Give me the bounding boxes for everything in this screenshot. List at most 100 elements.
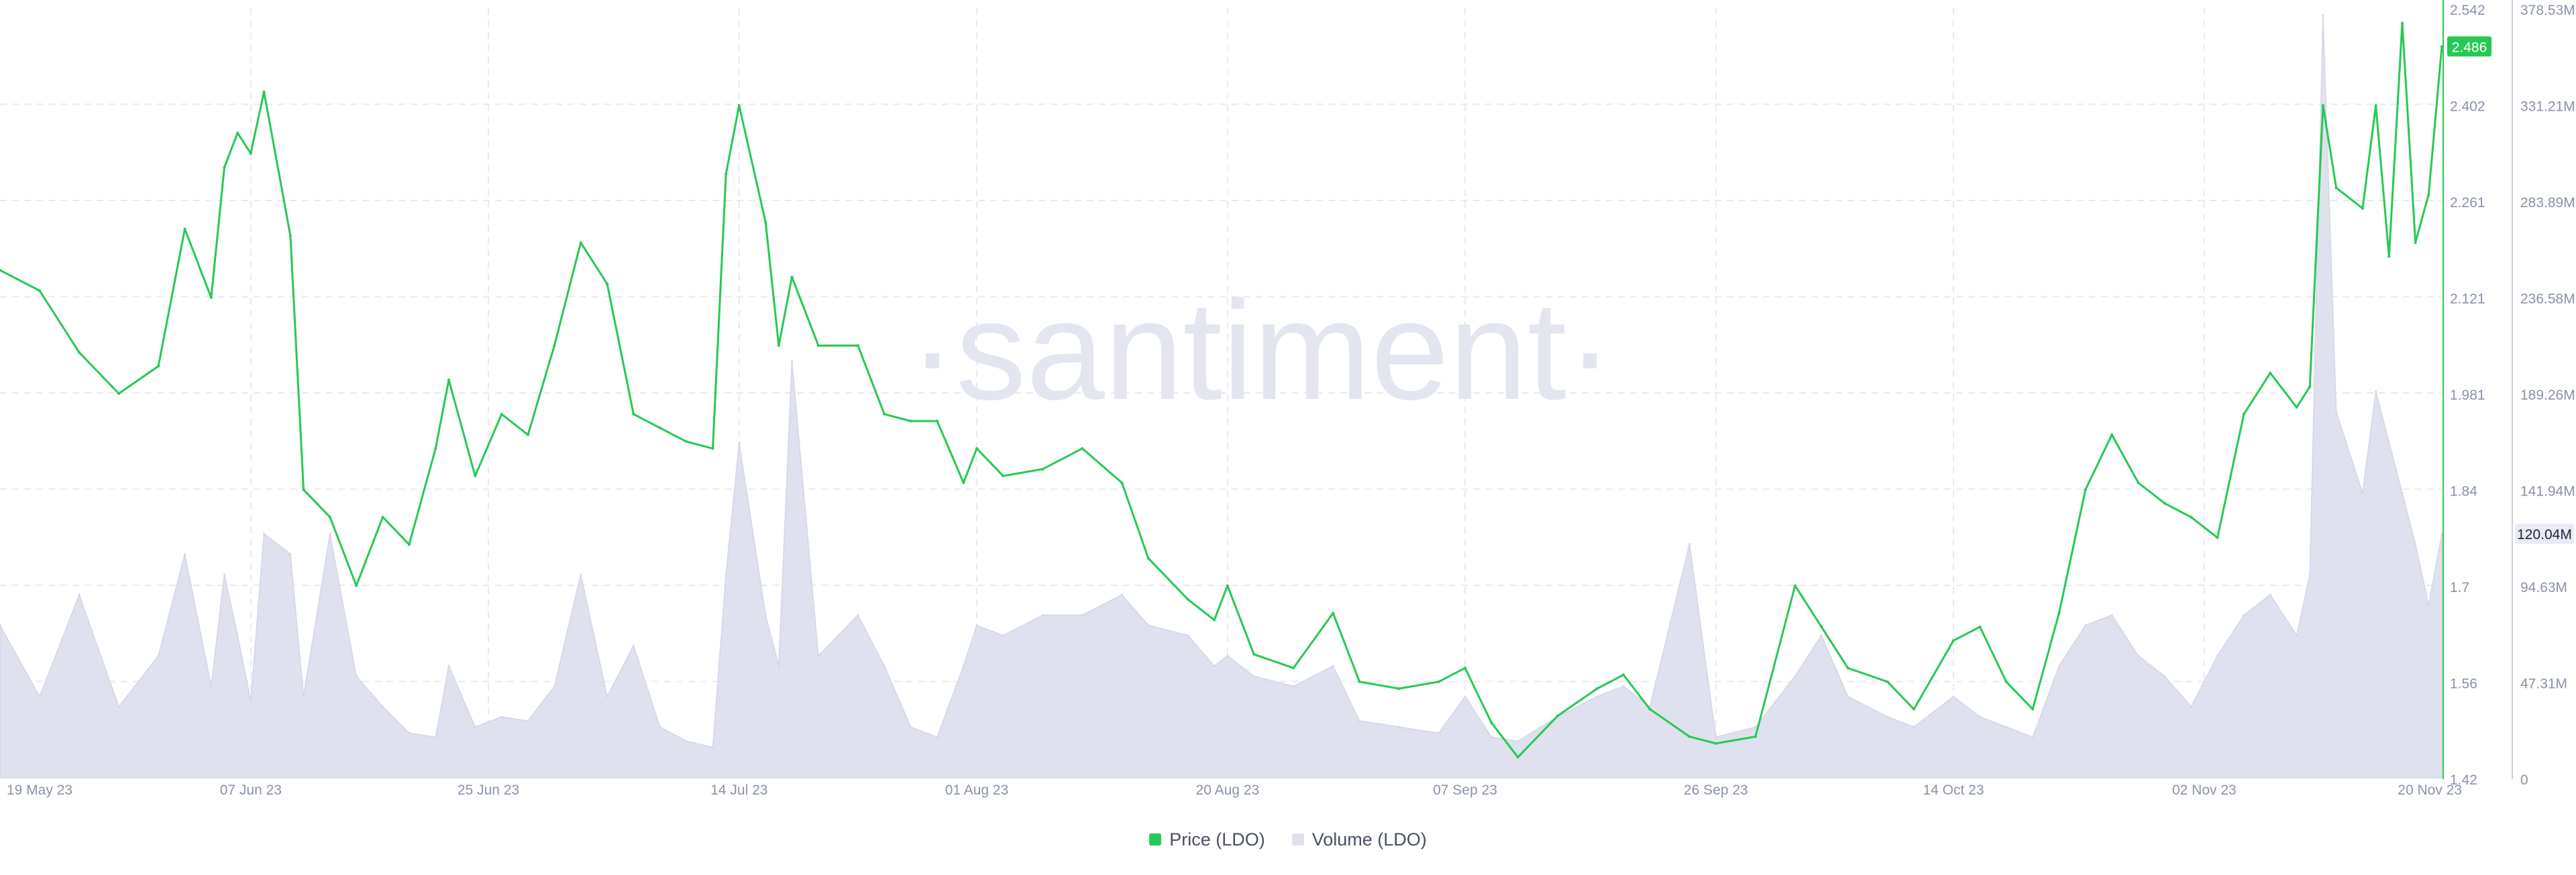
volume-point — [1292, 685, 1295, 688]
price-point — [2361, 207, 2364, 210]
volume-point — [1002, 634, 1004, 637]
price-point — [1556, 714, 1559, 717]
volume-tick-label: 189.26M — [2520, 388, 2575, 403]
volume-point — [2401, 491, 2404, 494]
volume-point — [355, 675, 358, 677]
santiment-watermark: ·santiment· — [909, 272, 1613, 429]
price-point — [1252, 652, 1256, 656]
legend-item-price[interactable]: Price (LDO) — [1149, 829, 1265, 850]
volume-point — [1952, 695, 1955, 698]
volume-point — [2308, 573, 2311, 576]
volume-point — [1358, 719, 1361, 722]
price-point — [500, 412, 503, 416]
volume-tick-label: 47.31M — [2520, 677, 2567, 692]
volume-point — [1081, 614, 1083, 616]
x-tick-label: 14 Oct 23 — [1923, 782, 1984, 798]
price-point — [2269, 371, 2272, 375]
volume-point — [183, 552, 186, 555]
volume-point — [408, 732, 411, 734]
volume-point — [250, 699, 252, 702]
volume-point — [303, 695, 305, 698]
volume-point — [632, 644, 635, 647]
volume-point — [236, 634, 239, 637]
volume-point — [2269, 593, 2271, 596]
chart-legend: Price (LDO) Volume (LDO) — [0, 826, 2576, 853]
volume-point — [1464, 695, 1466, 698]
volume-point — [1978, 715, 1981, 718]
price-tick-label: 2.402 — [2450, 99, 2485, 115]
price-point — [606, 282, 609, 286]
price-point — [1688, 735, 1691, 738]
volume-point — [382, 705, 384, 708]
price-point — [658, 426, 661, 430]
price-point — [2387, 255, 2391, 258]
volume-point — [0, 624, 1, 627]
volume-point — [711, 746, 714, 749]
price-point — [685, 440, 688, 443]
price-point — [2163, 502, 2166, 505]
volume-point — [2427, 603, 2430, 606]
price-tick-label: 1.56 — [2450, 677, 2477, 692]
volume-point — [580, 573, 582, 576]
price-point — [1622, 673, 1625, 677]
volume-point — [2375, 390, 2377, 393]
price-point — [1146, 557, 1150, 560]
price-point — [1714, 742, 1717, 745]
x-tick-label: 07 Sep 23 — [1433, 782, 1497, 798]
volume-point — [289, 552, 292, 555]
volume-point — [329, 532, 331, 535]
price-point — [209, 296, 213, 299]
price-point — [1793, 584, 1796, 587]
volume-point — [263, 532, 266, 535]
price-point — [527, 433, 530, 436]
volume-point — [1187, 634, 1189, 637]
price-point — [157, 365, 160, 368]
price-point — [1397, 687, 1401, 690]
volume-point — [434, 736, 437, 738]
volume-point — [553, 685, 555, 688]
x-tick-label: 20 Nov 23 — [2398, 782, 2462, 798]
volume-point — [2335, 410, 2338, 413]
price-point — [288, 234, 292, 237]
volume-current-badge — [2515, 524, 2574, 544]
price-point — [2137, 481, 2140, 485]
price-point — [249, 152, 252, 155]
price-point — [975, 447, 978, 450]
price-point — [1120, 481, 1124, 485]
x-tick-label: 02 Nov 23 — [2172, 782, 2237, 798]
price-point — [935, 419, 938, 422]
volume-tick-label: 141.94M — [2520, 484, 2575, 500]
volume-point — [1886, 715, 1889, 718]
price-point — [355, 584, 358, 587]
price-point — [2110, 433, 2114, 436]
volume-point — [2216, 654, 2219, 657]
price-point — [1886, 680, 1889, 683]
price-point — [777, 344, 780, 347]
price-point — [790, 276, 794, 279]
price-tick-label: 1.7 — [2450, 580, 2469, 595]
price-point — [183, 227, 186, 231]
price-point — [1213, 618, 1216, 622]
price-point — [2004, 680, 2008, 683]
legend-item-volume[interactable]: Volume (LDO) — [1291, 829, 1427, 850]
price-point — [1912, 707, 1915, 711]
volume-point — [1847, 695, 1849, 698]
volume-point — [1715, 736, 1717, 738]
price-point — [2308, 385, 2312, 388]
volume-point — [724, 573, 727, 576]
volume-swatch-icon — [1291, 833, 1304, 845]
price-point — [1952, 639, 1955, 642]
volume-point — [1041, 614, 1044, 616]
volume-point — [1147, 624, 1150, 627]
volume-point — [1517, 740, 1519, 742]
volume-point — [447, 664, 450, 667]
volume-point — [777, 664, 780, 667]
legend-volume-label: Volume (LDO) — [1311, 829, 1427, 850]
x-tick-label: 19 May 23 — [7, 782, 72, 798]
price-point — [1820, 625, 1823, 628]
volume-point — [2296, 634, 2298, 637]
price-point — [2031, 707, 2035, 711]
volume-point — [1622, 685, 1625, 688]
price-tick-label: 1.84 — [2450, 484, 2477, 500]
